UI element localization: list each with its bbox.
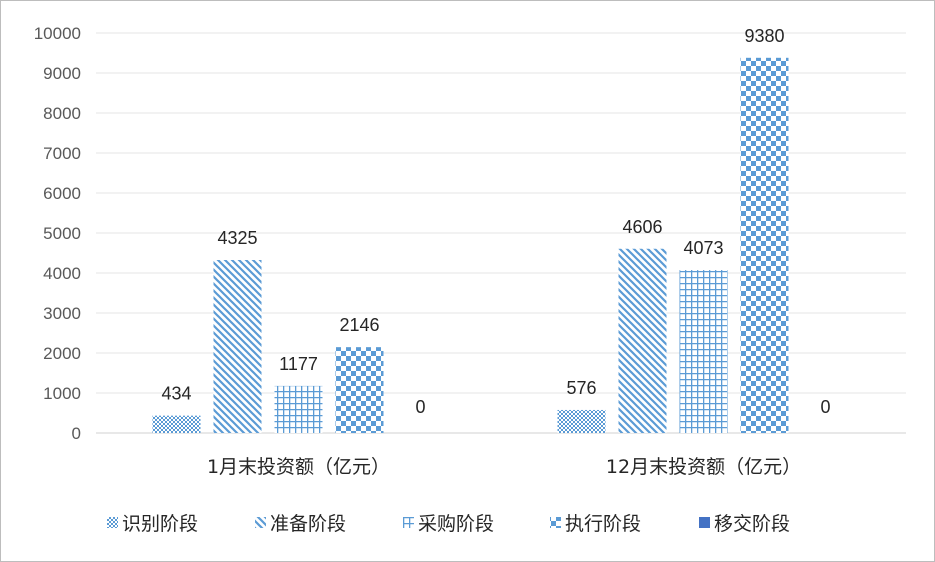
bar (618, 248, 667, 433)
legend-item: 执行阶段 (550, 513, 641, 535)
data-label: 434 (161, 384, 191, 404)
x-axis-categories: 1月末投资额（亿元） 12月末投资额（亿元） (207, 456, 801, 478)
legend-swatch (550, 517, 561, 528)
legend-swatch (403, 517, 414, 528)
data-label: 0 (820, 397, 830, 417)
bar (740, 57, 789, 434)
y-tick-label: 8000 (43, 104, 81, 123)
legend-label: 准备阶段 (270, 513, 346, 535)
data-label: 9380 (744, 26, 784, 46)
legend-item: 采购阶段 (403, 513, 494, 535)
legend-label: 执行阶段 (565, 513, 641, 535)
y-tick-label: 7000 (43, 144, 81, 163)
y-tick-label: 3000 (43, 304, 81, 323)
data-label: 4073 (683, 238, 723, 258)
bar (679, 270, 728, 433)
y-tick-label: 0 (72, 424, 81, 443)
y-tick-label: 2000 (43, 344, 81, 363)
y-tick-label: 10000 (34, 24, 81, 43)
legend-item: 准备阶段 (255, 513, 346, 535)
y-tick-label: 5000 (43, 224, 81, 243)
data-label: 0 (415, 397, 425, 417)
legend-label: 移交阶段 (714, 513, 790, 535)
y-tick-label: 9000 (43, 64, 81, 83)
legend: 识别阶段 准备阶段 采购阶段 执行阶段 移交阶段 (107, 513, 790, 535)
data-label: 4325 (217, 228, 257, 248)
data-label: 4606 (622, 217, 662, 237)
y-axis-ticks: 0 1000 2000 3000 4000 5000 6000 7000 8000 9000 100… (34, 24, 81, 443)
data-label: 1177 (279, 354, 318, 374)
bars (152, 57, 789, 434)
y-tick-label: 1000 (43, 384, 81, 403)
data-labels: 434 4325 1177 2146 0 576 4606 4073 9380 0 (161, 26, 830, 417)
data-label: 576 (566, 378, 596, 398)
x-category-label: 1月末投资额（亿元） (207, 456, 390, 478)
legend-label: 采购阶段 (418, 513, 494, 535)
y-tick-label: 6000 (43, 184, 81, 203)
legend-item: 移交阶段 (699, 513, 790, 535)
bar (335, 347, 384, 433)
legend-label: 识别阶段 (122, 513, 198, 535)
bar (557, 409, 606, 433)
bar (152, 415, 201, 433)
bar (274, 385, 323, 433)
x-category-label: 12月末投资额（亿元） (606, 456, 801, 478)
y-tick-label: 4000 (43, 264, 81, 283)
legend-swatch (107, 517, 118, 528)
bar (213, 260, 262, 433)
legend-item: 识别阶段 (107, 513, 198, 535)
legend-swatch (255, 517, 266, 528)
data-label: 2146 (339, 315, 379, 335)
legend-swatch (699, 517, 710, 528)
